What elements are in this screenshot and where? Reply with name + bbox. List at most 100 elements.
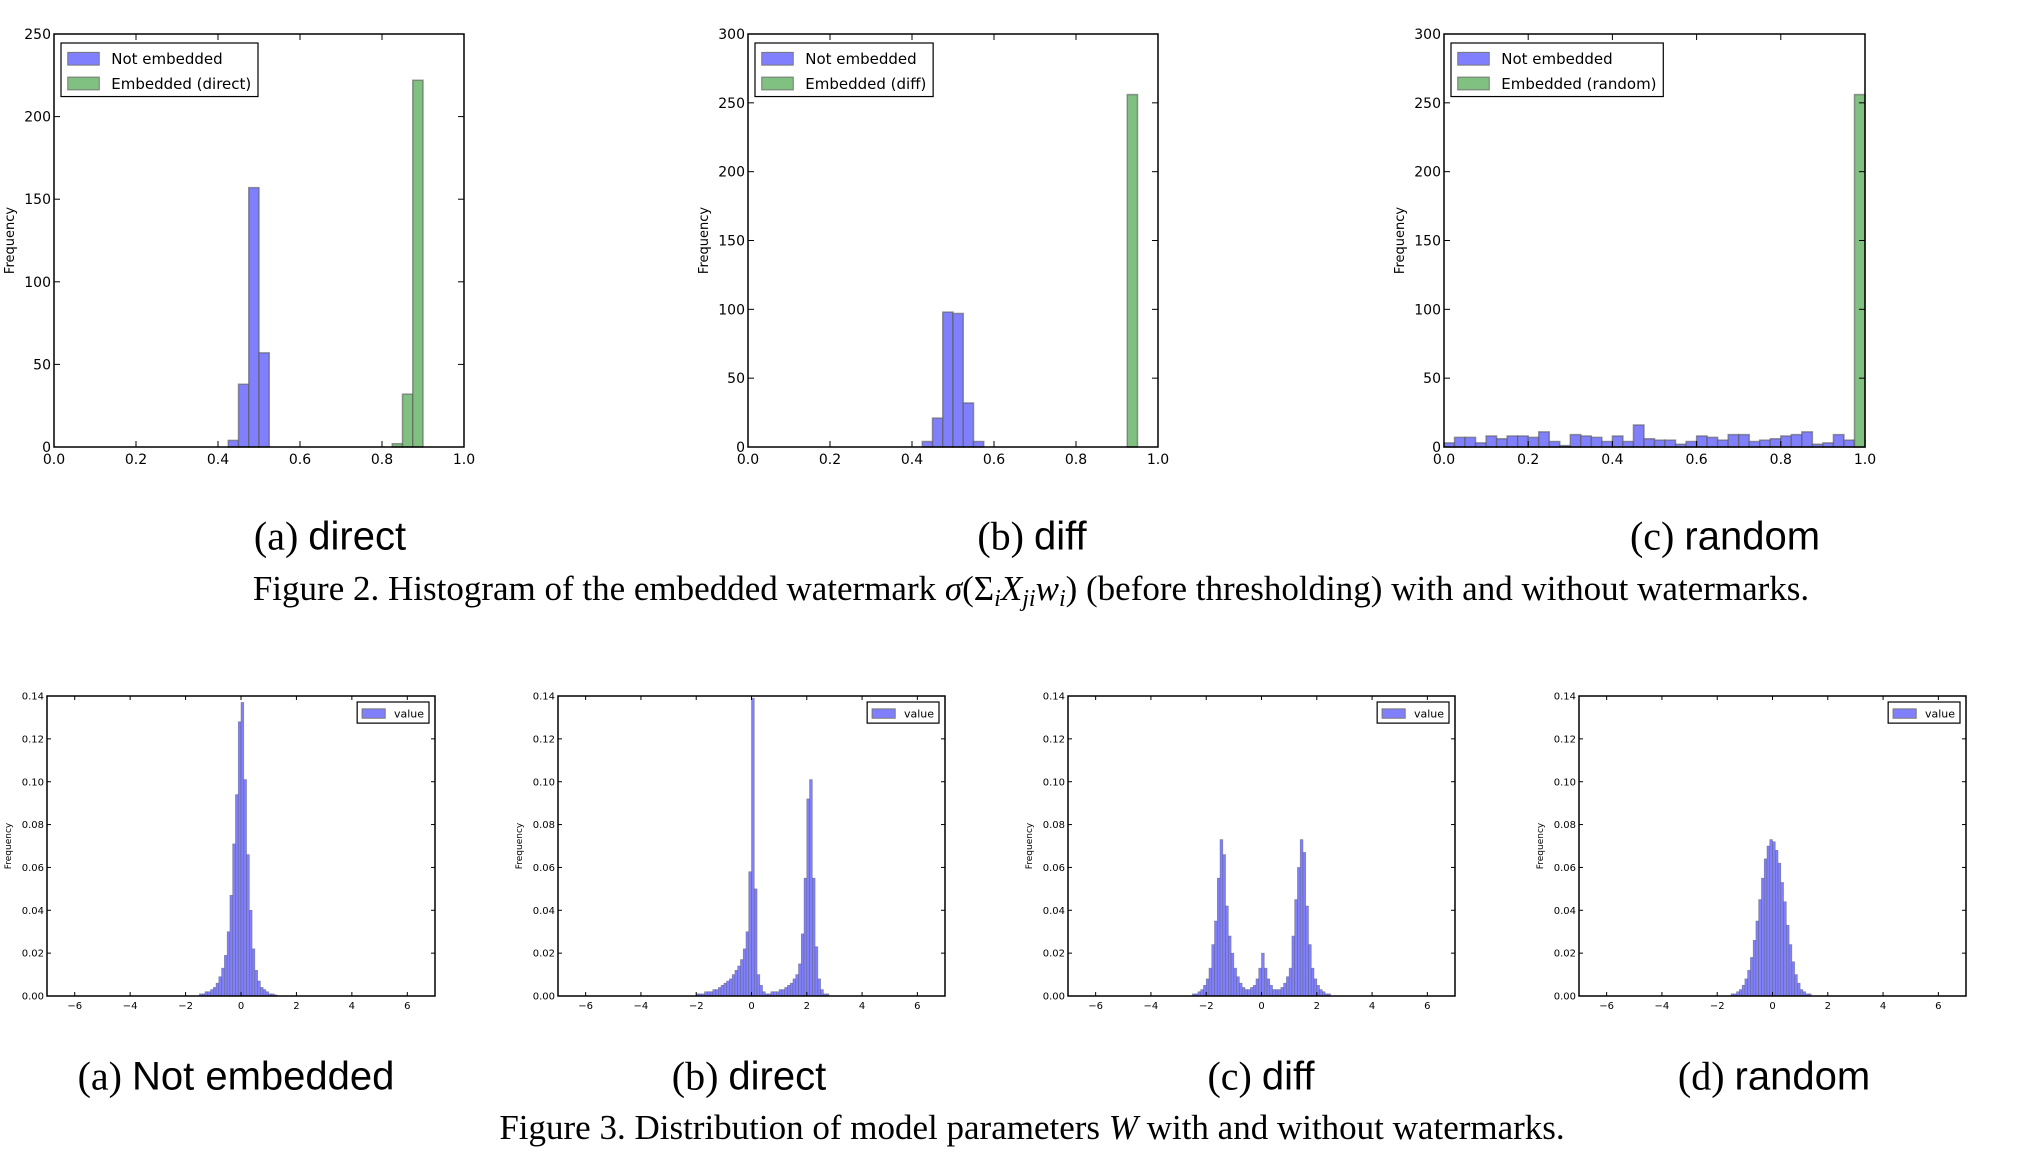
- subcaption-label: (b): [671, 1053, 719, 1099]
- x-tick-label: −6: [1088, 1001, 1103, 1012]
- legend-swatch: [67, 76, 100, 91]
- legend-label: value: [394, 708, 424, 721]
- histogram-bar: [737, 965, 741, 997]
- histogram-bar: [221, 967, 225, 997]
- histogram-bar: [1225, 905, 1229, 997]
- histogram-bar: [1228, 935, 1232, 997]
- chart-3: 0.0 0.2 0.4 0.6 0.8 1.0 0 50 100 150 200 250 300 Freq…: [1393, 27, 1876, 468]
- y-tick-label: 0.04: [22, 906, 44, 917]
- histogram-bar: [1755, 920, 1759, 997]
- fig2-subcaption-b: (b) diff: [977, 513, 1086, 560]
- y-tick-label: 150: [718, 234, 745, 250]
- math-sub: i: [994, 586, 1001, 612]
- x-tick-label: 0.0: [1433, 452, 1455, 468]
- histogram-bar: [1200, 989, 1204, 997]
- legend-swatch: [67, 51, 100, 66]
- chart-6: −6 −4 −2 0 2 4 6 0.00 0.02 0.04 0.06 0.08 0.10 0.12 0.…: [1025, 692, 1456, 1012]
- y-tick-label: 0.06: [22, 863, 44, 874]
- y-tick-label: 0.02: [1043, 949, 1065, 960]
- histogram-bar: [751, 697, 755, 997]
- histogram-bar: [1252, 984, 1257, 997]
- histogram-bar: [1601, 440, 1614, 448]
- fig3-subcaption-b: (b) direct: [672, 1053, 826, 1100]
- legend-swatch: [1892, 708, 1917, 719]
- histogram-bar: [1247, 989, 1251, 997]
- caption-math: σ(ΣiXjiwi): [945, 569, 1077, 612]
- y-tick-label: 0.00: [533, 992, 555, 1003]
- histogram-bar: [1716, 439, 1729, 448]
- histogram-bar: [1750, 957, 1754, 997]
- legend: value: [356, 701, 430, 724]
- histogram-bar: [1239, 982, 1243, 997]
- histogram-bar: [972, 440, 985, 448]
- y-tick-label: 0.14: [1043, 692, 1065, 703]
- x-tick-label: 0.8: [1770, 452, 1792, 468]
- caption-suffix: (before thresholding) with and without w…: [1086, 569, 1810, 608]
- histogram-bar: [952, 312, 964, 448]
- subcaption-label: (a): [77, 1053, 122, 1099]
- y-tick-label: 250: [1414, 96, 1441, 112]
- histogram-bar: [232, 843, 236, 997]
- y-axis-label: Frequency: [1536, 822, 1546, 869]
- y-axis-label: Frequency: [1025, 822, 1035, 869]
- y-axis-label: Frequency: [4, 822, 14, 869]
- histogram-bar: [1319, 989, 1323, 997]
- subcaption-label: (b): [977, 513, 1024, 559]
- histogram-bar: [1222, 854, 1226, 997]
- histogram-bar: [792, 978, 797, 997]
- fig3-subcaption-c: (c) diff: [1207, 1053, 1314, 1100]
- x-tick-label: 6: [1424, 1001, 1430, 1012]
- histogram-bar: [1741, 984, 1746, 997]
- x-tick-label: 0: [1258, 1001, 1264, 1012]
- x-tick-label: −6: [578, 1001, 593, 1012]
- histogram-bar: [814, 946, 819, 997]
- histogram-bar: [1790, 433, 1803, 448]
- histogram-bar: [240, 702, 245, 997]
- y-tick-label: 200: [24, 110, 51, 126]
- histogram-bar: [726, 980, 730, 997]
- fig2-subcaption-a: (a) direct: [254, 513, 406, 560]
- histogram-bar: [1308, 944, 1312, 997]
- y-tick-label: 0.14: [1554, 692, 1576, 703]
- axes-frame: [53, 33, 465, 448]
- histogram-bar: [246, 854, 250, 997]
- histogram-bar: [1211, 944, 1215, 997]
- y-tick-label: 0.08: [533, 820, 555, 831]
- histogram-bar: [1788, 944, 1793, 997]
- y-tick-label: 150: [1414, 234, 1441, 250]
- legend: Not embedded Embedded (random): [1450, 42, 1664, 98]
- histogram-bar: [1780, 882, 1784, 997]
- x-tick-label: 2: [804, 1001, 810, 1012]
- histogram-bar: [809, 779, 813, 997]
- x-tick-label: 0.8: [371, 452, 393, 468]
- x-tick-label: 4: [1880, 1001, 1886, 1012]
- math-w-matrix: W: [1108, 1108, 1138, 1147]
- x-tick-label: 4: [349, 1001, 355, 1012]
- y-tick-label: 0.02: [1554, 949, 1576, 960]
- y-tick-label: 0.04: [1043, 906, 1065, 917]
- histogram-bar: [759, 984, 763, 997]
- x-tick-label: 6: [914, 1001, 920, 1012]
- histogram-bar: [1266, 978, 1271, 997]
- y-tick-label: 0.06: [1043, 863, 1065, 874]
- y-tick-label: 0.12: [1043, 734, 1065, 745]
- histogram-bar: [1739, 989, 1743, 997]
- y-tick-label: 50: [1423, 371, 1441, 387]
- x-tick-label: 0.4: [207, 452, 229, 468]
- x-tick-label: −2: [1710, 1001, 1725, 1012]
- histogram-bar: [1794, 974, 1798, 997]
- fig3-subcaption-a: (a) Not embedded: [78, 1053, 395, 1100]
- histogram-bar: [1516, 435, 1529, 448]
- x-tick-label: 0.2: [1517, 452, 1539, 468]
- series-embedded-diff-: [1126, 93, 1139, 448]
- histogram-bar: [401, 393, 414, 448]
- histogram-bar: [1464, 436, 1477, 448]
- subcaption-text: direct: [728, 1054, 827, 1099]
- x-tick-label: 0.4: [1601, 452, 1623, 468]
- histogram-bar: [1277, 989, 1282, 997]
- histogram-bar: [812, 877, 816, 997]
- x-tick-label: 0.4: [901, 452, 923, 468]
- series-value: [1192, 839, 1331, 997]
- histogram-bar: [778, 989, 783, 997]
- histogram-bar: [800, 933, 805, 997]
